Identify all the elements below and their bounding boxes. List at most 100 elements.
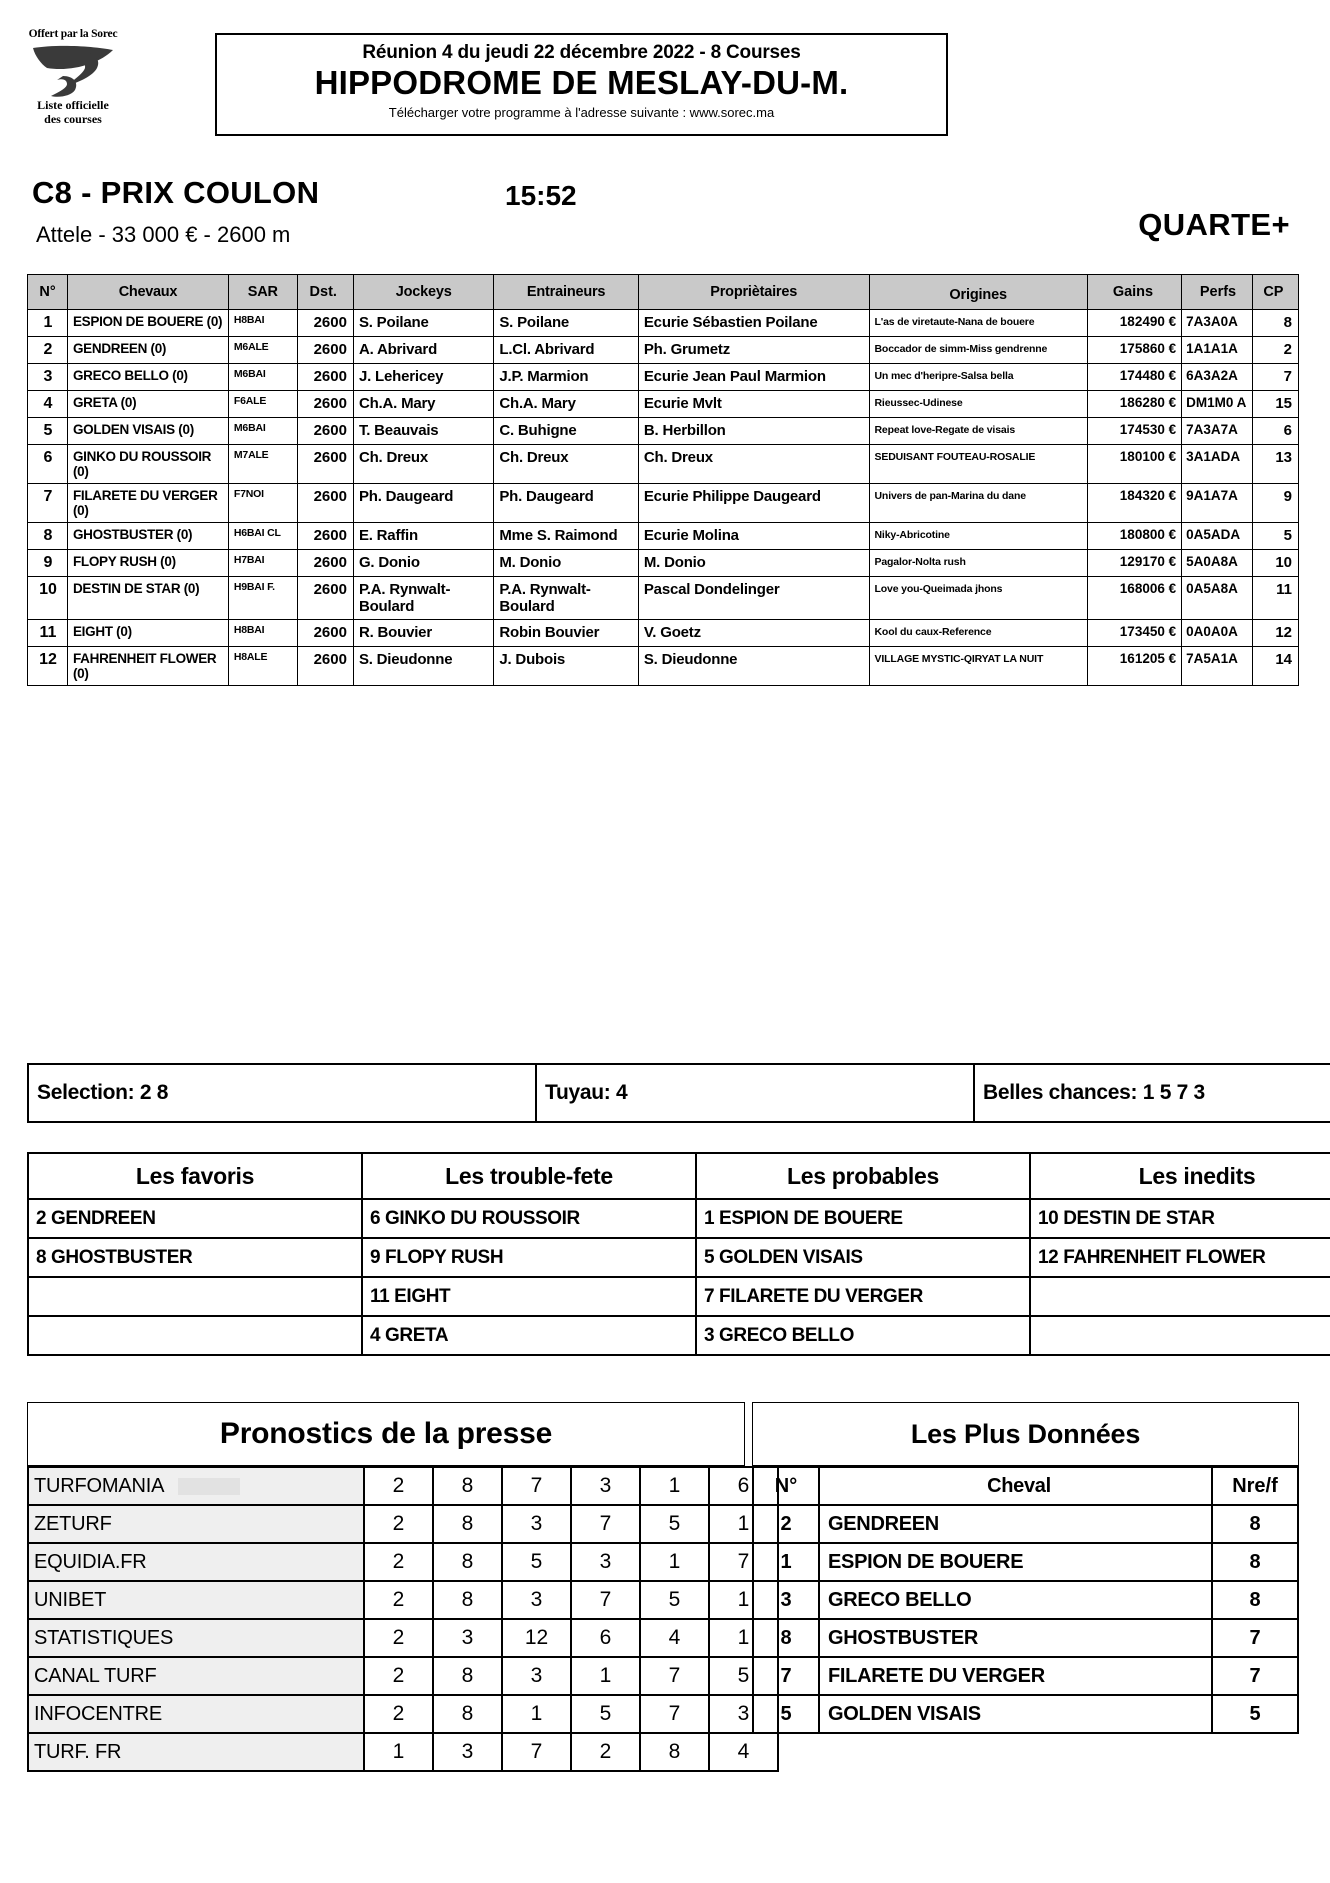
runners-body: 1 ESPION DE BOUERE (0) H8BAI 2600 S. Poilane… bbox=[27, 309, 1300, 686]
press-pick: 8 bbox=[432, 1466, 503, 1506]
runner-trainer: Ch. Dreux bbox=[493, 444, 639, 484]
press-source-label: ZETURF bbox=[34, 1512, 112, 1535]
mg-horse: FILARETE DU VERGER bbox=[818, 1656, 1213, 1696]
press-pick: 8 bbox=[432, 1656, 503, 1696]
press-source-label: CANAL TURF bbox=[34, 1664, 157, 1687]
runner-cp: 7 bbox=[1251, 363, 1300, 391]
selection-bar: Selection: 2 8 Tuyau: 4 Belles chances: … bbox=[27, 1063, 1330, 1123]
press-source-label: TURFOMANIA bbox=[34, 1474, 165, 1497]
table-row: 11 EIGHT (0) H8BAI 2600 R. Bouvier Robin Bouv… bbox=[27, 619, 1300, 647]
col-horses: Chevaux bbox=[66, 274, 229, 310]
runner-origin: L'as de viretaute-Nana de bouere bbox=[868, 309, 1088, 337]
press-pick: 5 bbox=[570, 1694, 641, 1734]
runner-trainer: J. Dubois bbox=[493, 646, 639, 686]
table-row: 7 FILARETE DU VERGER (0) F7NOI 2600 Ph. Daug… bbox=[27, 483, 1300, 523]
press-pick: 3 bbox=[432, 1732, 503, 1772]
sorec-emblem-icon bbox=[27, 42, 119, 98]
runner-origin: Kool du caux-Reference bbox=[868, 619, 1088, 647]
mg-count: 8 bbox=[1211, 1504, 1299, 1544]
pick-cell bbox=[27, 1315, 363, 1356]
pick-cell: 1 ESPION DE BOUERE bbox=[695, 1198, 1031, 1239]
press-pick: 3 bbox=[501, 1580, 572, 1620]
runner-distance: 2600 bbox=[296, 417, 354, 445]
runner-owner: M. Donio bbox=[637, 549, 870, 577]
runner-number: 2 bbox=[27, 336, 68, 364]
runner-perfs: 0A5ADA bbox=[1181, 522, 1253, 550]
press-pick: 5 bbox=[639, 1580, 710, 1620]
table-row: UNIBET 2 8 3 7 5 1 bbox=[27, 1580, 779, 1620]
press-pick: 2 bbox=[363, 1580, 434, 1620]
pick-cell: 4 GRETA bbox=[361, 1315, 697, 1356]
download-note: Télécharger votre programme à l'adresse … bbox=[388, 104, 775, 120]
mg-count: 5 bbox=[1211, 1694, 1299, 1734]
logo-bottom-text: Liste officielle des courses bbox=[18, 98, 128, 126]
runner-gains: 180800 € bbox=[1086, 522, 1183, 550]
runner-jockey: E. Raffin bbox=[352, 522, 495, 550]
mg-horse: ESPION DE BOUERE bbox=[818, 1542, 1213, 1582]
runner-origin: SEDUISANT FOUTEAU-ROSALIE bbox=[868, 444, 1088, 484]
press-pick: 4 bbox=[708, 1732, 779, 1772]
runner-distance: 2600 bbox=[296, 444, 354, 484]
press-pick: 2 bbox=[363, 1656, 434, 1696]
picks-table: Les favoris Les trouble-fete Les probabl… bbox=[27, 1152, 1330, 1356]
col-owners: Propriètaires bbox=[637, 274, 870, 310]
logo-bottom-line2: des courses bbox=[44, 111, 102, 126]
press-pick: 7 bbox=[639, 1656, 710, 1696]
runner-jockey: Ph. Daugeard bbox=[352, 483, 495, 523]
redaction-block bbox=[178, 1477, 241, 1495]
runner-gains: 174530 € bbox=[1086, 417, 1183, 445]
pick-cell: 7 FILARETE DU VERGER bbox=[695, 1276, 1031, 1317]
press-title: Pronostics de la presse bbox=[219, 1417, 553, 1450]
press-pick: 3 bbox=[501, 1504, 572, 1544]
press-source: ZETURF bbox=[27, 1504, 365, 1544]
runner-owner: Ecurie Mvlt bbox=[637, 390, 870, 418]
runner-trainer: J.P. Marmion bbox=[493, 363, 639, 391]
press-pick: 2 bbox=[363, 1466, 434, 1506]
race-conditions: Attele - 33 000 € - 2600 m bbox=[36, 222, 291, 247]
runner-jockey: S. Dieudonne bbox=[352, 646, 495, 686]
runner-cp: 13 bbox=[1251, 444, 1300, 484]
runner-perfs: 0A0A0A bbox=[1181, 619, 1253, 647]
press-pick: 5 bbox=[639, 1504, 710, 1544]
runner-perfs: 7A3A0A bbox=[1181, 309, 1253, 337]
press-source-label: STATISTIQUES bbox=[34, 1626, 174, 1649]
belles-chances-text: Belles chances: 1 5 7 3 bbox=[973, 1063, 1330, 1123]
runner-horse: FLOPY RUSH (0) bbox=[66, 549, 229, 577]
press-pick: 5 bbox=[501, 1542, 572, 1582]
runner-jockey: Ch.A. Mary bbox=[352, 390, 495, 418]
runner-horse: FILARETE DU VERGER (0) bbox=[66, 483, 229, 523]
runner-horse: EIGHT (0) bbox=[66, 619, 229, 647]
runner-origin: Niky-Abricotine bbox=[868, 522, 1088, 550]
press-pick: 2 bbox=[363, 1504, 434, 1544]
mg-count: 7 bbox=[1211, 1656, 1299, 1696]
runner-distance: 2600 bbox=[296, 646, 354, 686]
mg-horse: GENDREEN bbox=[818, 1504, 1213, 1544]
press-pick: 2 bbox=[570, 1732, 641, 1772]
runner-owner: Ch. Dreux bbox=[637, 444, 870, 484]
runner-jockey: T. Beauvais bbox=[352, 417, 495, 445]
runner-owner: Ecurie Molina bbox=[637, 522, 870, 550]
picks-header-row: Les favoris Les trouble-fete Les probabl… bbox=[27, 1152, 1330, 1200]
runner-trainer: Mme S. Raimond bbox=[493, 522, 639, 550]
runner-distance: 2600 bbox=[296, 390, 354, 418]
runner-trainer: Robin Bouvier bbox=[493, 619, 639, 647]
press-source: TURFOMANIA bbox=[27, 1466, 365, 1506]
runner-origin: Univers de pan-Marina du dane bbox=[868, 483, 1088, 523]
runner-distance: 2600 bbox=[296, 619, 354, 647]
runner-distance: 2600 bbox=[296, 309, 354, 337]
runners-table: N° Chevaux SAR Dst. Jockeys Entraineurs … bbox=[27, 274, 1300, 686]
press-source-label: EQUIDIA.FR bbox=[34, 1550, 147, 1573]
runner-trainer: P.A. Rynwalt-Boulard bbox=[493, 576, 639, 620]
press-pick: 7 bbox=[570, 1580, 641, 1620]
press-source-label: INFOCENTRE bbox=[34, 1702, 163, 1725]
runner-sar: M6BAI bbox=[227, 417, 298, 445]
runner-horse: GRETA (0) bbox=[66, 390, 229, 418]
runner-horse: GOLDEN VISAIS (0) bbox=[66, 417, 229, 445]
mg-horse: GHOSTBUSTER bbox=[818, 1618, 1213, 1658]
table-row: 3 GRECO BELLO (0) M6BAI 2600 J. Lehericey J.P… bbox=[27, 363, 1300, 391]
table-row: 5 GOLDEN VISAIS 5 bbox=[752, 1694, 1299, 1734]
picks-col-inedits: Les inedits bbox=[1029, 1152, 1330, 1200]
col-cp: CP bbox=[1251, 274, 1300, 310]
runner-owner: Ph. Grumetz bbox=[637, 336, 870, 364]
runner-trainer: L.Cl. Abrivard bbox=[493, 336, 639, 364]
